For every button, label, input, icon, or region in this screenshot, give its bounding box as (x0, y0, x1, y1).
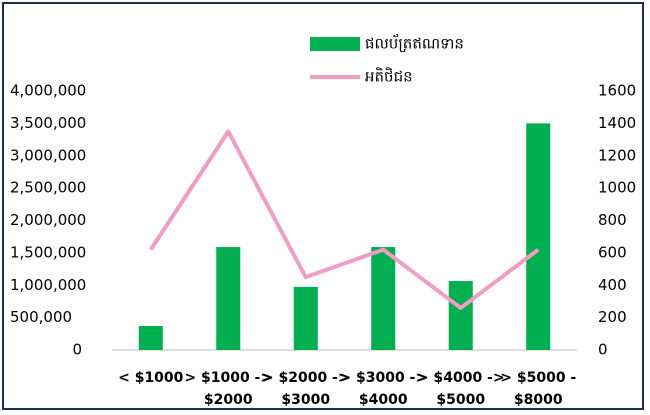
y-tick-label: 4,000,000 (10, 82, 86, 100)
bar (293, 286, 318, 350)
x-tick-label: $5000 (436, 392, 485, 408)
bar (448, 281, 473, 350)
y2-tick-label: 0 (598, 341, 608, 359)
bar (138, 326, 163, 350)
x-tick-label: > $2000 -> (262, 370, 350, 386)
x-tick-label: $8000 (514, 392, 563, 408)
y2-tick-label: 1200 (598, 146, 636, 164)
x-tick-label: > $5000 - (500, 370, 576, 386)
x-tick-label: > $1000 -> (184, 370, 272, 386)
bar (526, 123, 551, 350)
x-tick-label: > $3000 -> (339, 370, 427, 386)
y2-tick-label: 1000 (598, 179, 636, 197)
y2-tick-label: 200 (598, 308, 627, 326)
legend-label: អតិថិជន (365, 67, 413, 86)
x-tick-label: < $1000 (118, 370, 184, 386)
y-tick-label: 2,500,000 (10, 179, 86, 197)
bar (216, 247, 241, 350)
y2-tick-label: 1400 (598, 114, 636, 132)
x-tick-label: > $4000 -> (417, 370, 505, 386)
y-tick-label: 1,500,000 (10, 243, 86, 261)
y2-tick-label: 400 (598, 276, 627, 294)
bar (371, 247, 396, 350)
line (149, 129, 540, 310)
y-tick-label: 3,000,000 (10, 146, 86, 164)
legend-swatch (310, 37, 360, 51)
legend-label: ផលប័ត្រឥណទាន (365, 34, 464, 53)
y2-tick-label: 1600 (598, 82, 636, 100)
x-tick-label: $3000 (281, 392, 330, 408)
y-tick-label: 1,000,000 (10, 276, 86, 294)
y-tick-label: 3,500,000 (10, 114, 86, 132)
y-tick-label: 2,000,000 (10, 211, 86, 229)
y-tick-label: 500,000 (10, 308, 72, 326)
y2-tick-label: 800 (598, 211, 627, 229)
x-tick-label: $4000 (359, 392, 408, 408)
y-tick-label: 0 (72, 341, 82, 359)
x-tick-label: $2000 (204, 392, 253, 408)
y2-tick-label: 600 (598, 243, 627, 261)
